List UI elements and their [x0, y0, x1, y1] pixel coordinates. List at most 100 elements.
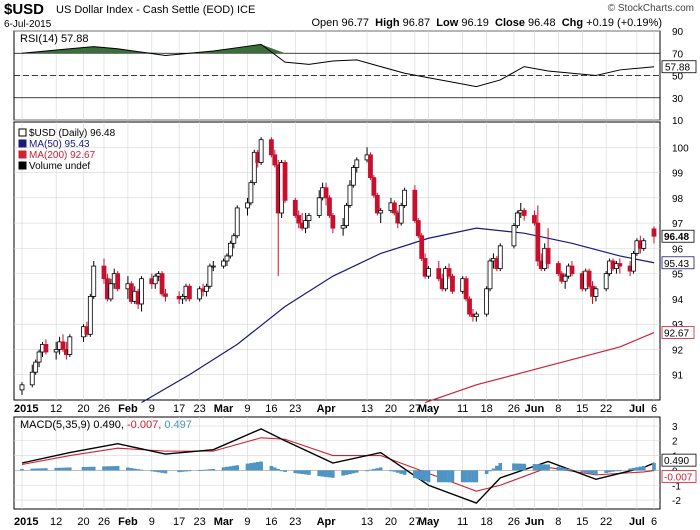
- histogram-bar: [436, 470, 441, 483]
- candle: [282, 162, 288, 201]
- candle: [108, 283, 114, 300]
- histogram-bar: [635, 467, 639, 471]
- x-tick-label-bottom: Jun: [525, 516, 545, 528]
- histogram-bar: [518, 463, 523, 471]
- candle: [443, 268, 449, 290]
- rsi-tick-label: 50: [672, 72, 684, 83]
- legend-entry: MA(50) 95.43: [29, 139, 90, 150]
- candle: [371, 177, 377, 196]
- histogram-bar: [399, 470, 403, 474]
- x-tick-label-bottom: 8: [555, 516, 561, 528]
- ma50-line: [141, 227, 655, 404]
- candle: [651, 228, 657, 237]
- candle: [221, 260, 226, 267]
- candle: [446, 268, 452, 277]
- histogram-bar: [184, 470, 188, 472]
- histogram-bar: [365, 470, 369, 472]
- histogram-bar: [618, 470, 622, 472]
- change-value: +0.19 (+0.19%): [586, 17, 662, 29]
- candle: [412, 189, 418, 221]
- candle: [378, 210, 384, 214]
- histogram-bar: [235, 465, 240, 471]
- candle: [67, 336, 73, 355]
- price-tick-label: 93: [672, 320, 684, 331]
- candle: [535, 222, 541, 262]
- candle: [115, 273, 121, 290]
- macd-legend-signal: -0.007,: [127, 419, 164, 431]
- histogram-bar: [443, 470, 448, 483]
- histogram-bar: [614, 470, 619, 472]
- macd-legend-hist: 0.497: [164, 419, 192, 431]
- histogram-bar: [208, 469, 212, 471]
- histogram-bar: [460, 470, 465, 483]
- histogram-bar: [211, 468, 216, 471]
- macd-tick-label: -1: [672, 481, 681, 492]
- candle: [248, 182, 254, 204]
- macd-tick-label: 3: [672, 422, 678, 433]
- price-tick-label: 100: [672, 143, 689, 154]
- x-tick-label: May: [418, 403, 440, 415]
- high-value: 96.87: [402, 17, 431, 29]
- histogram-bar: [255, 462, 260, 471]
- histogram-bar: [283, 470, 287, 472]
- macd-legend-name: MACD(5,35,9): [20, 419, 93, 431]
- rsi-legend: RSI(14) 57.88: [20, 33, 88, 45]
- x-tick-label: 27: [409, 403, 421, 415]
- histogram-bar: [402, 470, 407, 475]
- histogram-bar: [187, 470, 192, 472]
- histogram-bar: [180, 470, 185, 472]
- histogram-bar: [317, 470, 322, 477]
- chart-instrument-name: US Dollar Index - Cash Settle (EOD) ICE: [56, 4, 255, 16]
- candle: [207, 265, 213, 287]
- histogram-bar: [273, 467, 277, 471]
- candle: [374, 194, 380, 214]
- histogram-bar: [259, 461, 263, 471]
- x-tick-label: 9: [149, 403, 155, 415]
- candle: [631, 253, 636, 272]
- histogram-bar: [392, 470, 397, 472]
- candle: [419, 235, 425, 259]
- histogram-bar: [341, 470, 345, 476]
- x-tick-label-bottom: 9: [149, 516, 155, 528]
- histogram-bar: [276, 468, 281, 471]
- histogram-bar: [331, 470, 335, 478]
- candle: [391, 202, 397, 214]
- last-value-label: 95.43: [664, 259, 689, 270]
- candle: [484, 288, 490, 315]
- x-tick-label-bottom: 22: [600, 516, 612, 528]
- candle: [43, 343, 49, 353]
- histogram-bar: [512, 463, 516, 471]
- histogram-bar: [245, 463, 250, 471]
- histogram-bar: [652, 463, 656, 471]
- exchange-label: ICE: [236, 4, 256, 16]
- x-tick-label: Jul: [629, 403, 645, 415]
- price-tick-label: 99: [672, 169, 684, 180]
- histogram-bar: [515, 463, 520, 471]
- candle: [316, 197, 322, 216]
- x-tick-label: 12: [50, 403, 62, 415]
- histogram-bar: [559, 467, 564, 471]
- candle: [101, 265, 107, 280]
- price-panel: [13, 121, 661, 401]
- x-tick-label: 17: [173, 403, 185, 415]
- rsi-last-value-label: 57.88: [665, 63, 690, 74]
- histogram-bar: [474, 470, 479, 483]
- candle: [224, 255, 230, 262]
- x-tick-label-bottom: 11: [457, 516, 468, 528]
- candle: [467, 298, 472, 315]
- histogram-bar: [129, 468, 134, 471]
- histogram-bar: [532, 464, 537, 471]
- close-label: Close: [495, 17, 525, 29]
- macd-legend-macd: 0.490,: [93, 419, 127, 431]
- histogram-bar: [91, 466, 96, 471]
- chart-date: 6-Jul-2015: [4, 19, 52, 30]
- candle: [245, 202, 250, 209]
- histogram-bar: [126, 467, 130, 471]
- histogram-bar: [232, 465, 236, 471]
- x-tick-label-bottom: 20: [385, 516, 397, 528]
- x-tick-label-bottom: 16: [265, 516, 277, 528]
- histogram-bar: [546, 464, 550, 471]
- instrument-name: US Dollar Index - Cash Settle (EOD): [56, 4, 234, 16]
- macd-histogram: [20, 461, 656, 483]
- histogram-bar: [44, 468, 48, 471]
